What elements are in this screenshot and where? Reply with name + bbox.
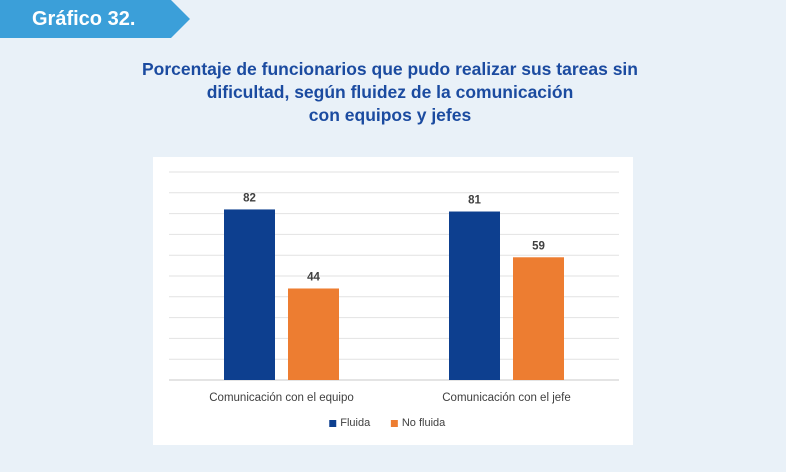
legend-label-fluida: Fluida — [340, 417, 371, 429]
data-label: 59 — [532, 240, 545, 252]
bar-fluida-2 — [449, 211, 500, 380]
category-label: Comunicación con el jefe — [442, 392, 571, 404]
data-label: 44 — [307, 271, 320, 283]
legend-label-no-fluida: No fluida — [402, 417, 446, 429]
data-label: 82 — [243, 192, 256, 204]
chart-panel: 82 44 Comunicación con el equipo 81 59 Comuni… — [153, 157, 633, 445]
bar-no-fluida-2 — [513, 257, 564, 380]
bar-fluida-1 — [224, 209, 275, 380]
bar-no-fluida-1 — [288, 288, 339, 380]
legend-swatch-no-fluida — [390, 420, 398, 427]
chart-number-tag: Gráfico 32. — [0, 0, 190, 38]
chart-title: Porcentaje de funcionarios que pudo real… — [60, 58, 720, 127]
legend-swatch-fluida — [329, 420, 337, 427]
category-label: Comunicación con el equipo — [209, 392, 353, 404]
chart-title-line-1: Porcentaje de funcionarios que pudo real… — [142, 59, 638, 79]
data-label: 81 — [468, 195, 481, 207]
chart-title-line-2: dificultad, según fluidez de la comunica… — [206, 82, 574, 102]
bar-chart: 82 44 Comunicación con el equipo 81 59 Comuni… — [169, 171, 619, 429]
chart-title-line-3: con equipos y jefes — [308, 105, 472, 125]
